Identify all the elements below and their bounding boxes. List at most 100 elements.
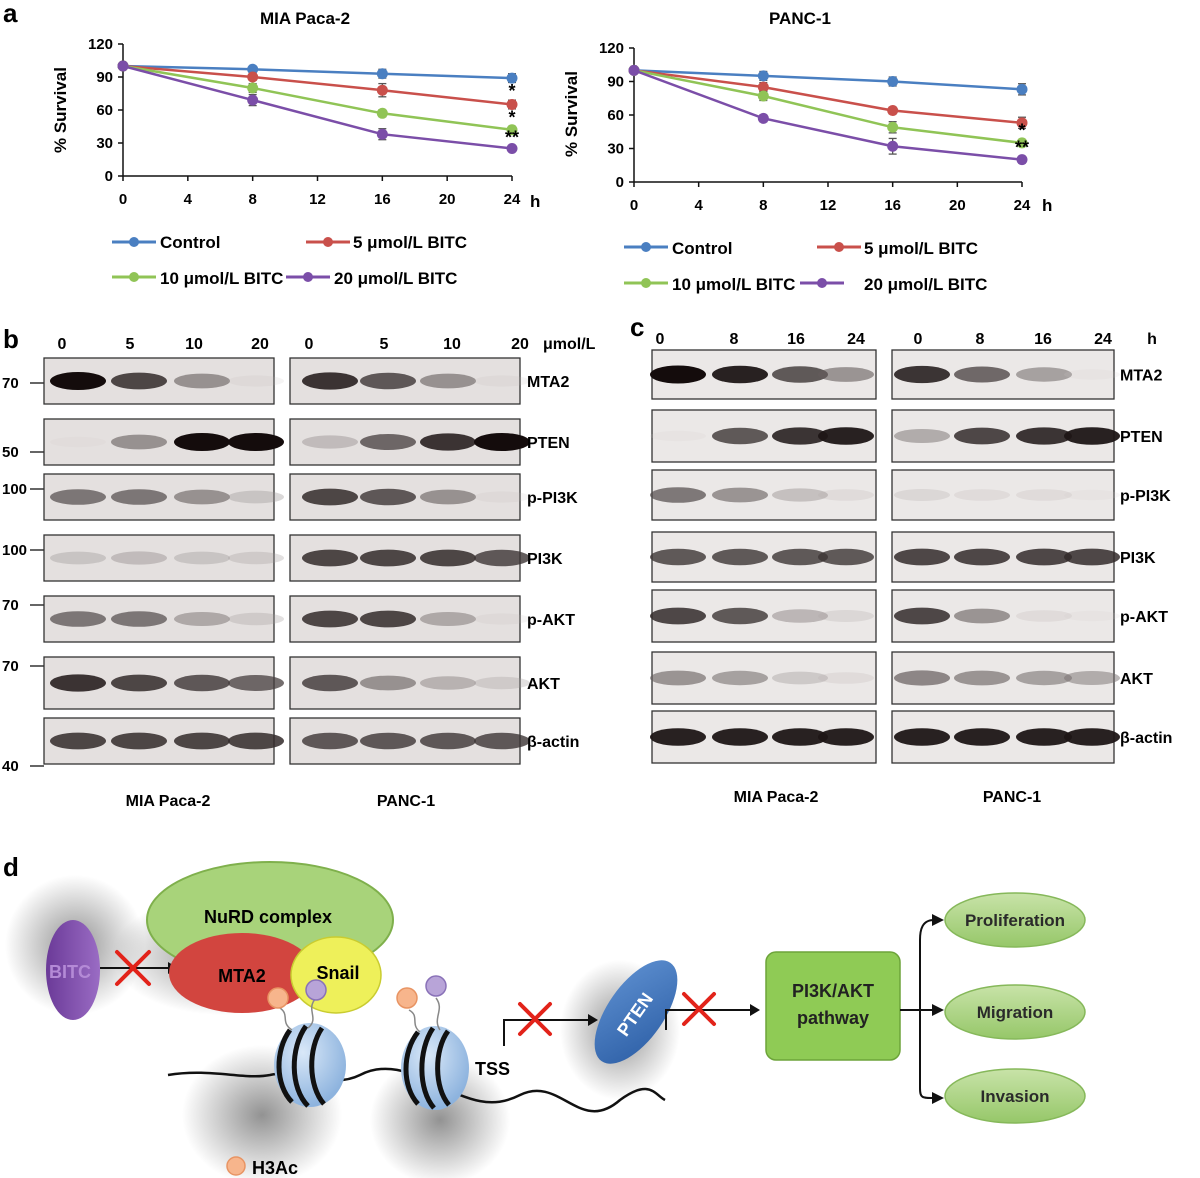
protein-band xyxy=(360,732,416,750)
protein-band xyxy=(650,548,706,566)
protein-band xyxy=(772,548,828,566)
data-point xyxy=(887,121,899,133)
protein-band xyxy=(228,433,284,451)
protein-label: p-PI3K xyxy=(1120,488,1171,505)
mw-label: 40 xyxy=(2,758,19,775)
data-point xyxy=(887,76,899,87)
protein-band xyxy=(474,732,530,750)
x-tick-label: 20 xyxy=(439,191,456,208)
protein-label: p-AKT xyxy=(1120,609,1168,626)
inhibition-cross xyxy=(518,1002,552,1036)
pathway-label-line1: PI3K/AKT xyxy=(792,981,874,1001)
dose-label: 10 xyxy=(185,336,203,353)
mechanism-diagram: BITC NuRD complex MTA2 Snail xyxy=(5,861,1086,1178)
legend-label: 20 μmol/L BITC xyxy=(334,269,457,288)
chart-title: PANC-1 xyxy=(769,9,831,28)
protein-band xyxy=(818,610,874,622)
protein-band xyxy=(474,676,530,690)
dose-label: 10 xyxy=(443,336,461,353)
inhibition-cross xyxy=(115,950,151,986)
legend-item-5umol: 5 μmol/L BITC xyxy=(817,239,978,258)
protein-band xyxy=(420,732,476,750)
protein-band xyxy=(420,549,476,567)
protein-label: p-AKT xyxy=(527,612,575,629)
data-point xyxy=(247,94,259,106)
mw-label: 100 xyxy=(2,481,27,498)
x-tick-label: 12 xyxy=(309,191,326,208)
data-point xyxy=(1016,154,1028,166)
protein-band xyxy=(360,549,416,567)
protein-band xyxy=(772,366,828,383)
protein-band xyxy=(420,612,476,626)
protein-band xyxy=(650,487,706,503)
time-label: 24 xyxy=(1094,331,1112,348)
protein-band xyxy=(111,674,167,692)
x-axis-unit: h xyxy=(530,192,540,211)
time-unit: h xyxy=(1147,331,1157,348)
x-tick-label: 24 xyxy=(504,191,521,208)
legend-label: Control xyxy=(672,239,732,258)
series-line xyxy=(633,69,1023,161)
outcome-label: Migration xyxy=(977,1003,1054,1022)
pi3k-akt-pathway-box xyxy=(765,951,901,1061)
y-tick-label: 60 xyxy=(96,102,113,119)
protein-band xyxy=(302,549,358,567)
legend-item-10umol: 10 μmol/L BITC xyxy=(624,275,795,294)
histone-mark xyxy=(305,979,327,1001)
outcome-proliferation: Proliferation xyxy=(944,892,1086,948)
time-label: 0 xyxy=(914,331,923,348)
y-tick-label: 120 xyxy=(599,40,624,57)
mw-label: 50 xyxy=(2,444,19,461)
protein-band xyxy=(818,728,874,746)
x-tick-label: 20 xyxy=(949,197,966,214)
x-tick-label: 24 xyxy=(1014,197,1031,214)
protein-band xyxy=(228,675,284,691)
data-point xyxy=(117,60,129,72)
dose-label: 0 xyxy=(58,336,67,353)
data-point xyxy=(376,128,388,140)
protein-label: PTEN xyxy=(1120,429,1163,446)
data-point xyxy=(506,124,518,136)
snail-label: Snail xyxy=(316,963,359,983)
panel-label-c: c xyxy=(630,312,644,342)
protein-band xyxy=(712,365,768,384)
protein-band xyxy=(712,728,768,746)
h3ac-legend-label: H3Ac xyxy=(252,1158,298,1178)
data-point xyxy=(757,70,769,82)
blot-strip xyxy=(43,534,275,582)
y-tick-label: 60 xyxy=(607,107,624,124)
bitc-molecule xyxy=(46,920,100,1020)
protein-band xyxy=(420,489,476,505)
dose-label: 5 xyxy=(380,336,389,353)
time-label: 8 xyxy=(730,331,739,348)
h3ac-mark xyxy=(267,987,289,1009)
western-blot-dose: 0 5 10 20 0 5 10 20 μmol/L 7050100100707… xyxy=(2,336,596,810)
protein-band xyxy=(50,674,106,692)
protein-band xyxy=(174,433,230,451)
x-tick-label: 4 xyxy=(694,197,703,214)
legend-left: Control 5 μmol/L BITC 10 μmol/L BITC 20 … xyxy=(112,233,467,288)
protein-band xyxy=(174,489,230,505)
protein-band xyxy=(712,670,768,686)
pten-protein xyxy=(594,960,678,1064)
x-tick-label: 0 xyxy=(630,197,638,214)
protein-band xyxy=(360,372,416,390)
outcome-label: Invasion xyxy=(981,1087,1050,1106)
data-point xyxy=(887,140,899,152)
protein-band xyxy=(954,489,1010,501)
y-axis-label: % Survival xyxy=(562,71,581,157)
protein-band xyxy=(302,435,358,449)
protein-band xyxy=(228,612,284,626)
y-tick-label: 0 xyxy=(105,168,113,185)
y-tick-label: 0 xyxy=(616,174,624,191)
nucleosome xyxy=(401,1026,469,1110)
protein-band xyxy=(302,674,358,692)
protein-band xyxy=(894,607,950,625)
data-point xyxy=(506,99,518,110)
protein-band xyxy=(360,675,416,691)
cell-line-label: MIA Paca-2 xyxy=(126,793,211,810)
protein-label: AKT xyxy=(527,676,560,693)
protein-band xyxy=(420,373,476,389)
protein-label: β-actin xyxy=(1120,730,1172,747)
